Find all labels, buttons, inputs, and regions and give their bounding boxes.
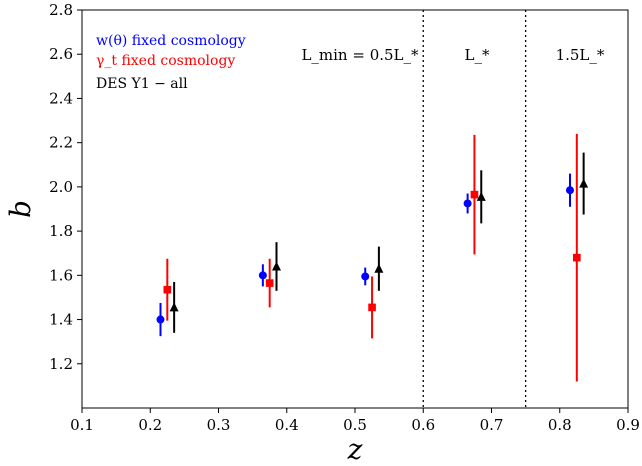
x-axis-label: z (347, 433, 363, 466)
series-3 (169, 152, 589, 333)
y-tick-label: 1.2 (49, 355, 73, 373)
data-point-circle (361, 272, 370, 281)
data-point-circle (463, 199, 472, 208)
series-2 (163, 133, 581, 382)
y-tick-label: 2.6 (49, 45, 73, 63)
y-tick-label: 2.2 (49, 134, 73, 152)
series-1 (156, 173, 574, 337)
data-point-triangle (169, 302, 179, 312)
x-tick-label: 0.8 (548, 416, 572, 434)
x-tick-label: 0.2 (138, 416, 162, 434)
y-tick-label: 2.8 (49, 1, 73, 19)
axis-ticks: 0.1 0.2 0.3 0.4 0.5 0.6 0.7 0.8 0.9 1.2 1.4 1.6 1.8 2… (49, 1, 640, 434)
data-point-triangle (374, 263, 384, 273)
legend-entry-desy1: DES Y1 − all (96, 76, 188, 92)
data-point-circle (565, 186, 574, 195)
region-label-2: L_* (465, 46, 490, 64)
legend: w(θ) fixed cosmology γ_t fixed cosmology D… (96, 33, 246, 92)
x-tick-label: 0.4 (275, 416, 299, 434)
x-tick-label: 0.1 (70, 416, 94, 434)
y-axis-label: b (4, 200, 37, 218)
data-point-triangle (579, 178, 589, 188)
plot-area (156, 10, 589, 408)
x-tick-label: 0.7 (480, 416, 504, 434)
y-tick-label: 1.8 (49, 222, 73, 240)
x-tick-label: 0.9 (616, 416, 640, 434)
region-label-1: L_min = 0.5L_* (301, 46, 419, 64)
data-point-square (470, 190, 479, 199)
legend-entry-wtheta: w(θ) fixed cosmology (96, 33, 246, 49)
data-point-triangle (476, 191, 486, 201)
legend-entry-gammat: γ_t fixed cosmology (96, 53, 235, 69)
data-point-square (265, 279, 274, 287)
y-tick-label: 2.4 (49, 89, 73, 107)
data-point-square (163, 285, 172, 294)
data-point-square (573, 253, 581, 262)
x-tick-label: 0.5 (343, 416, 367, 434)
y-tick-label: 2.0 (49, 178, 73, 196)
data-point-circle (258, 271, 267, 280)
x-tick-label: 0.3 (207, 416, 231, 434)
x-tick-label: 0.6 (411, 416, 435, 434)
plot-frame (81, 9, 629, 409)
region-label-3: 1.5L_* (556, 46, 605, 64)
data-point-triangle (272, 261, 282, 271)
region-labels: L_min = 0.5L_* L_* 1.5L_* (301, 46, 604, 64)
y-tick-label: 1.4 (49, 311, 73, 329)
axis-labels: zb (4, 200, 363, 466)
y-tick-label: 1.6 (49, 266, 73, 284)
data-point-circle (156, 315, 165, 324)
data-point-square (368, 303, 376, 312)
